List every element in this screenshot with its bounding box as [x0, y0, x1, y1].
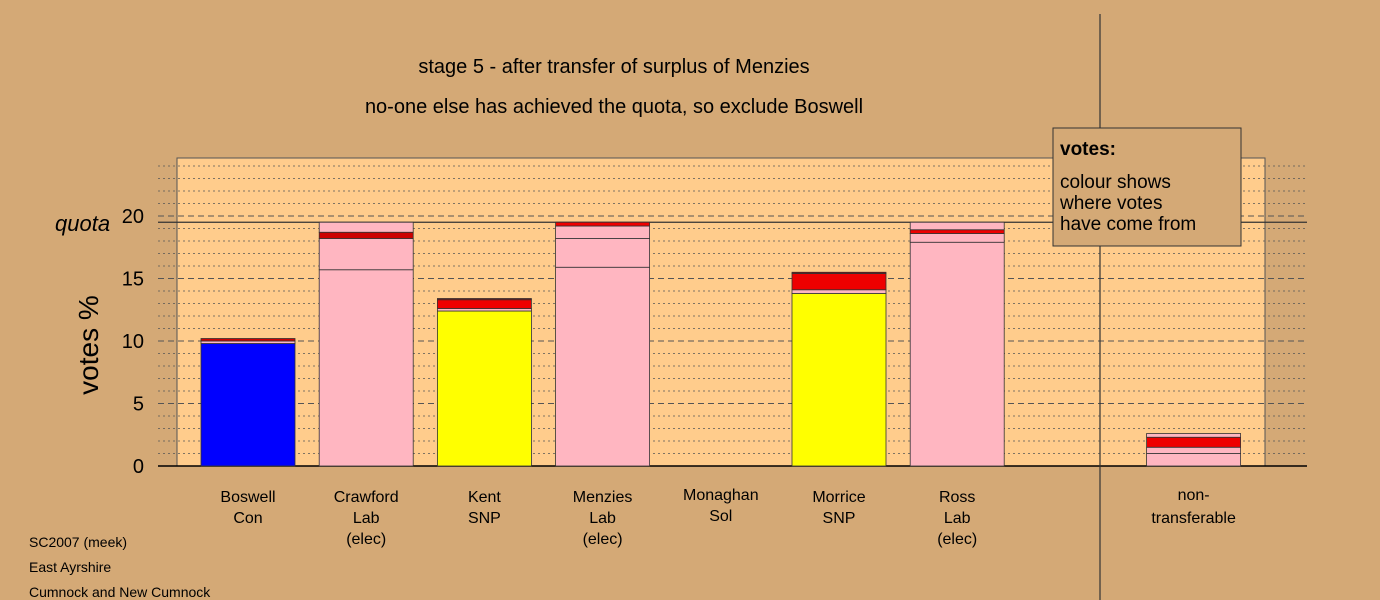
- x-tick-label: SNP: [823, 510, 856, 527]
- bar-segment: [436, 299, 532, 309]
- x-tick-label: Crawford: [334, 489, 399, 506]
- x-tick-label: non-: [1178, 487, 1210, 504]
- legend-title: votes:: [1060, 139, 1116, 160]
- bar-segment: [555, 221, 650, 227]
- x-tick-label: Con: [233, 510, 262, 527]
- bar-segment: [555, 266, 650, 467]
- x-tick-label: (elec): [346, 531, 386, 548]
- bar-stack: [909, 221, 1005, 467]
- x-tick-label: (elec): [583, 531, 623, 548]
- bar-stack: [318, 221, 414, 467]
- y-tick-label: 10: [122, 331, 144, 353]
- x-tick-label: Ross: [939, 489, 975, 506]
- bar-segment: [318, 269, 414, 467]
- bar-stack: [1146, 433, 1241, 467]
- bar-segment: [318, 231, 414, 239]
- footer-council: East Ayrshire: [29, 559, 111, 575]
- footer-election: SC2007 (meek): [29, 534, 127, 550]
- bar-segment: [436, 310, 532, 467]
- bar-stack: [436, 298, 532, 467]
- bar-segment: [909, 229, 1005, 234]
- x-tick-label: (elec): [937, 531, 977, 548]
- x-tick-label: Sol: [709, 508, 732, 525]
- bar-segment: [200, 338, 296, 342]
- chart-subtitle: no-one else has achieved the quota, so e…: [365, 96, 863, 118]
- x-tick-label: Morrice: [812, 489, 865, 506]
- x-tick-label: Lab: [589, 510, 616, 527]
- y-tick-label: 15: [122, 269, 144, 291]
- y-tick-label: 0: [133, 456, 144, 478]
- bars-group: [200, 221, 1241, 467]
- x-tick-label: transferable: [1151, 510, 1236, 527]
- bar-stack: [555, 221, 650, 467]
- x-tick-label: Menzies: [573, 489, 633, 506]
- bar-segment: [791, 273, 887, 291]
- x-tick-label: Lab: [353, 510, 380, 527]
- legend-line-3: have come from: [1060, 214, 1196, 235]
- x-tick-label: SNP: [468, 510, 501, 527]
- bar-segment: [1146, 453, 1241, 467]
- legend-line-2: where votes: [1059, 193, 1162, 214]
- bar-segment: [1146, 433, 1241, 438]
- y-tick-label: 5: [133, 394, 144, 416]
- bar-segment: [791, 271, 887, 274]
- bar-segment: [909, 233, 1005, 243]
- bar-segment: [1146, 436, 1241, 448]
- x-tick-label: Monaghan: [683, 487, 759, 504]
- bar-segment: [909, 221, 1005, 231]
- x-tick-label: Lab: [944, 510, 971, 527]
- x-tick-label: Boswell: [220, 489, 275, 506]
- y-axis-ticks: 0 5 10 15 20: [122, 206, 144, 478]
- bar-segment: [791, 289, 887, 294]
- x-axis-labels: Boswell Con Crawford Lab (elec) Kent SNP Menzie…: [220, 487, 1236, 548]
- quota-label: quota: [55, 211, 110, 236]
- bar-stack: [200, 338, 296, 467]
- bar-segment: [791, 293, 887, 467]
- legend: votes: colour shows where votes have com…: [1052, 127, 1242, 247]
- bar-segment: [200, 343, 296, 467]
- legend-box: [1052, 127, 1242, 247]
- bar-segment: [555, 238, 650, 268]
- bar-segment: [909, 241, 1005, 467]
- chart-title: stage 5 - after transfer of surplus of M…: [418, 56, 809, 78]
- bar-segment: [318, 221, 414, 233]
- legend-line-1: colour shows: [1060, 172, 1171, 193]
- footer-ward: Cumnock and New Cumnock: [29, 584, 211, 600]
- y-axis-label: votes %: [73, 295, 104, 395]
- bar-segment: [1146, 446, 1241, 454]
- bar-stack: [791, 271, 887, 467]
- bar-segment: [436, 298, 532, 301]
- y-tick-label: 20: [122, 206, 144, 228]
- x-tick-label: Kent: [468, 489, 501, 506]
- bar-segment: [555, 225, 650, 239]
- bar-segment: [318, 238, 414, 271]
